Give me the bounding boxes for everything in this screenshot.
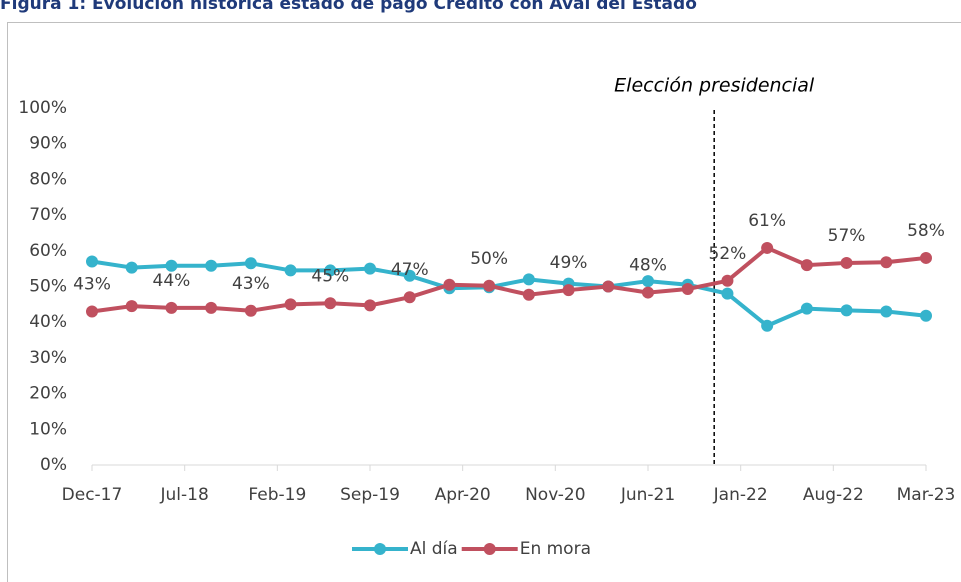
chart-title: Figura 1: Evolución histórica estado de …	[0, 0, 697, 14]
point	[244, 304, 257, 317]
data-label: 44%	[153, 271, 191, 291]
point	[205, 301, 218, 314]
point	[244, 257, 257, 270]
series-line	[91, 245, 927, 314]
point	[562, 284, 575, 297]
point	[800, 302, 813, 315]
point	[86, 255, 98, 268]
point	[642, 275, 654, 288]
y-tick-label: 90%	[29, 134, 67, 154]
point	[642, 286, 654, 299]
point	[880, 305, 893, 318]
point	[125, 300, 138, 313]
point	[761, 319, 774, 332]
point	[721, 274, 734, 287]
point	[364, 262, 376, 275]
y-tick-label: 10%	[29, 419, 67, 439]
y-tick-label: 40%	[29, 312, 67, 332]
data-label: 50%	[470, 249, 508, 269]
x-tick-label: Aug-22	[803, 485, 864, 505]
data-label: 48%	[629, 256, 667, 276]
point	[880, 256, 893, 269]
point	[324, 297, 337, 310]
point	[403, 269, 416, 282]
point	[920, 309, 932, 322]
point	[522, 288, 535, 301]
y-tick-label: 70%	[29, 205, 67, 225]
legend-marker	[374, 543, 386, 555]
y-tick-label: 50%	[29, 277, 67, 297]
data-label: 58%	[907, 221, 945, 241]
series-line	[91, 259, 927, 329]
x-tick-label: Apr-20	[435, 485, 491, 505]
y-tick-label: 0%	[40, 455, 67, 475]
point	[522, 273, 535, 286]
point	[205, 259, 218, 272]
y-tick-label: 30%	[29, 348, 67, 368]
y-tick-label: 20%	[29, 384, 67, 404]
point	[681, 282, 694, 295]
x-tick-label: Feb-19	[248, 485, 306, 505]
x-tick-label: Jan-22	[713, 485, 768, 505]
point	[483, 279, 496, 292]
x-tick-label: Sep-19	[340, 485, 400, 505]
x-tick-label: Nov-20	[525, 485, 586, 505]
point	[284, 298, 297, 311]
point	[86, 305, 98, 318]
point	[602, 280, 615, 293]
data-label: 43%	[232, 274, 270, 294]
data-label: 57%	[828, 226, 866, 246]
chart-frame	[7, 22, 961, 582]
legend-marker	[483, 543, 496, 555]
legend-label: Al día	[410, 539, 458, 559]
x-tick-label: Jul-18	[160, 485, 209, 505]
point	[761, 241, 774, 254]
point	[125, 261, 138, 274]
point	[840, 304, 853, 317]
data-label: 52%	[709, 244, 747, 264]
point	[721, 287, 734, 300]
point	[920, 251, 932, 264]
point	[324, 264, 337, 277]
point	[165, 259, 178, 272]
point	[364, 299, 376, 312]
annotation-text: Elección presidencial	[614, 75, 815, 97]
x-tick-label: Jun-21	[620, 485, 675, 505]
x-tick-label: Mar-23	[897, 485, 956, 505]
data-label: 47%	[391, 260, 429, 280]
y-tick-label: 60%	[29, 241, 67, 261]
legend-label: En mora	[520, 539, 591, 559]
point	[840, 256, 853, 269]
point	[284, 264, 297, 277]
x-tick-label: Dec-17	[62, 485, 123, 505]
point	[800, 259, 813, 272]
point	[443, 278, 456, 291]
point	[165, 301, 178, 314]
y-tick-label: 80%	[29, 169, 67, 189]
point	[403, 291, 416, 304]
data-label: 61%	[748, 211, 786, 231]
data-label: 45%	[311, 266, 349, 286]
y-tick-label: 100%	[18, 98, 67, 118]
data-label: 49%	[550, 253, 588, 273]
data-label: 43%	[73, 274, 111, 294]
